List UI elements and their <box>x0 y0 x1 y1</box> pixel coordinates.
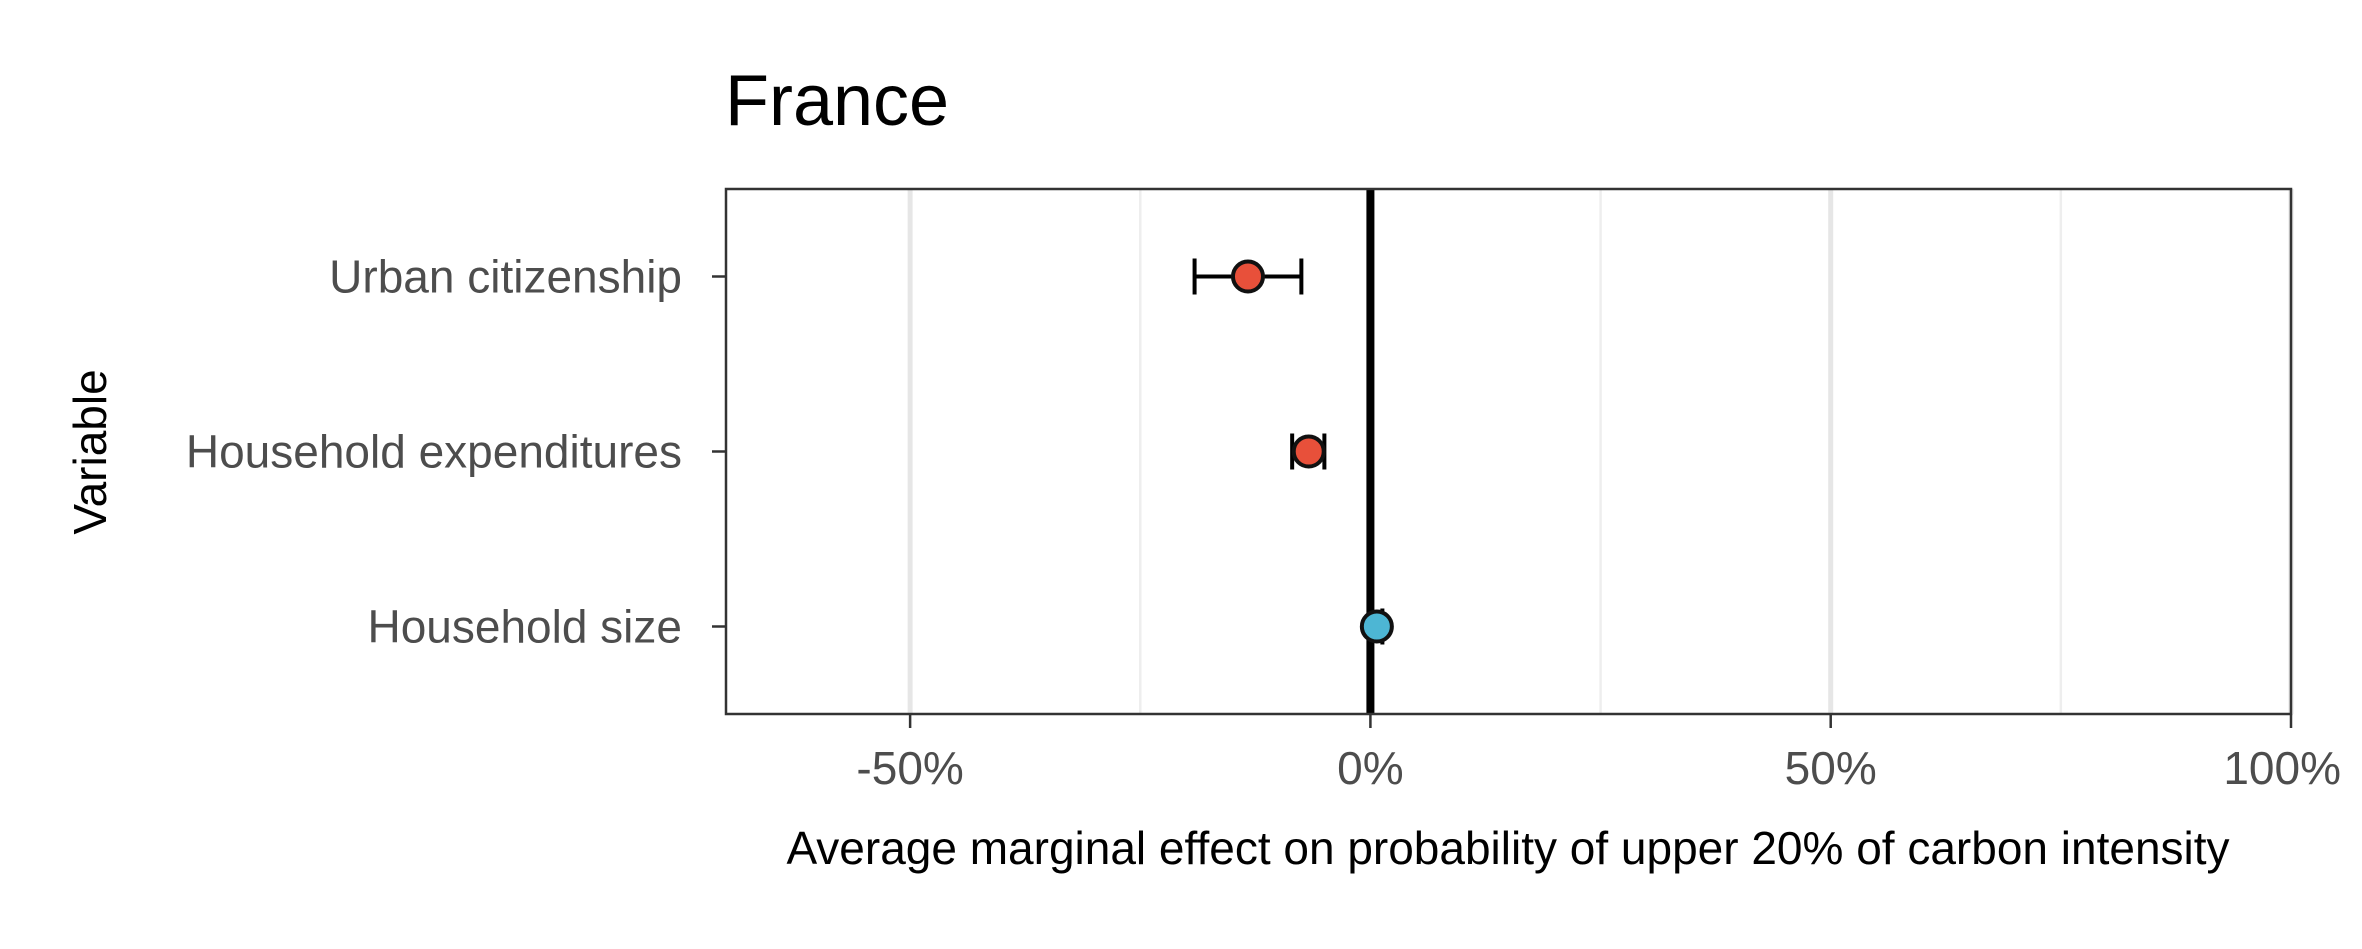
y-tick-label-1: Household expenditures <box>186 426 682 478</box>
y-tick-label-0: Urban citizenship <box>329 251 682 303</box>
x-tick-label-2: 50% <box>1785 742 1877 794</box>
x-tick-label-3: 100% <box>2223 742 2341 794</box>
point-2 <box>1359 609 1394 644</box>
y-axis: Urban citizenship Household expenditures H… <box>186 251 726 653</box>
x-axis-title: Average marginal effect on probability o… <box>786 822 2229 874</box>
y-axis-title: Variable <box>64 369 116 534</box>
x-tick-label-1: 0% <box>1337 742 1403 794</box>
data-marks <box>1192 258 1394 645</box>
x-tick-label-0: -50% <box>856 742 963 794</box>
point-1 <box>1291 434 1326 469</box>
y-tick-label-2: Household size <box>367 601 682 653</box>
x-axis: -50% 0% 50% 100% <box>856 714 2341 794</box>
point-0 <box>1230 259 1265 294</box>
chart-title: France <box>725 61 949 141</box>
